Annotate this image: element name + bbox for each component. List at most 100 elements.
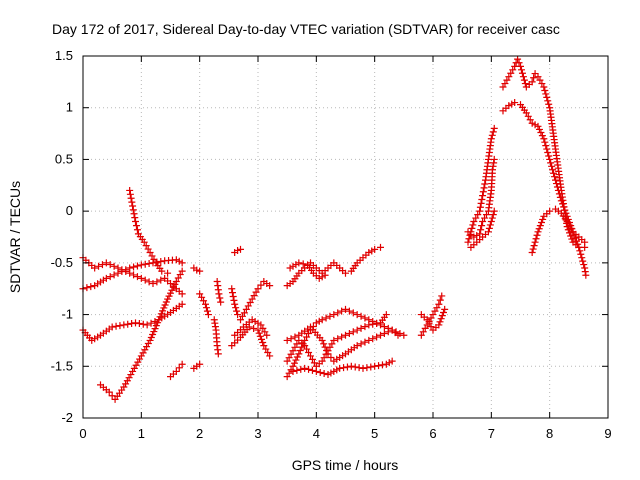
series-arc-27 [499,55,589,251]
data-point-trail [98,261,106,269]
data-point [552,176,559,184]
y-tick-label: 0.5 [55,151,73,166]
data-point-trail [136,355,144,363]
data-point-trail [542,90,550,98]
data-point [158,267,166,275]
data-point-trail [118,267,126,275]
data-point [582,271,590,279]
data-point-trail [515,59,523,67]
data-point-trail [373,333,381,341]
series-arc-04 [97,267,186,403]
data-point-trail [357,312,365,320]
data-point [353,326,361,334]
data-points [79,55,590,403]
data-point [336,364,344,372]
data-point-trail [299,340,307,348]
data-point [196,360,204,368]
data-point-trail [545,152,553,160]
data-point-trail [533,231,541,239]
data-point-trail [128,320,136,328]
series-arc-03 [79,300,186,344]
data-point-trail [132,222,140,230]
data-point [324,350,332,358]
data-point-trail [373,320,381,328]
data-point [132,217,139,225]
series-arc-25 [464,155,498,241]
data-point-trail [481,180,489,188]
data-point-trail [349,309,357,317]
data-point-trail [396,330,404,338]
data-point-trail [574,240,582,248]
data-point-trail [287,335,295,343]
x-tick-label: 1 [138,426,145,441]
data-point-trail [577,250,585,258]
data-point-trail [87,283,95,291]
data-point-trail [203,307,211,315]
series-arc-10 [210,316,222,358]
data-point [102,259,110,267]
data-point-trail [320,370,328,378]
data-point [359,364,367,372]
data-point-trail [321,343,329,351]
data-point-trail [150,328,158,336]
data-point-trail [232,304,240,312]
data-point [295,350,303,358]
data-point-trail [538,219,545,227]
series-arc-23 [417,305,449,334]
data-point-trail [326,312,334,320]
data-point [155,316,163,324]
data-point [377,331,384,339]
data-point-trail [116,322,124,330]
data-point [540,135,548,143]
data-point-trail [299,260,307,268]
data-point-trail [157,276,165,284]
data-point-trail [559,200,566,208]
series-arc-17 [283,311,390,370]
data-point [517,62,524,70]
data-point-trail [320,340,328,348]
data-point [237,245,244,253]
data-point [511,99,519,107]
data-point-trail [159,307,167,315]
data-point [342,331,349,339]
data-point [129,367,137,375]
data-point-trail [133,226,141,234]
data-point-trail [338,333,346,341]
data-point [172,367,180,375]
data-point [266,282,274,290]
data-point-trail [538,132,546,140]
data-point [476,207,484,215]
plot-frame [82,55,609,419]
data-point-trail [308,366,316,374]
data-point-trail [202,304,210,312]
data-point [330,311,338,319]
data-point [254,326,262,334]
data-point [143,321,151,329]
data-point-trail [518,69,526,77]
data-point-trail [357,324,365,332]
data-point-trail [552,180,560,188]
data-point-trail [369,320,377,328]
data-point-trail [488,214,496,222]
data-point-trail [489,211,497,219]
data-point-trail [378,361,386,369]
data-point-trail [351,363,359,371]
data-point [531,238,539,246]
data-point-trail [145,278,153,286]
data-point-trail [530,242,538,250]
data-point [435,321,443,329]
data-point-trail [128,198,136,206]
data-point [546,155,554,163]
data-point-trail [143,343,151,351]
data-point-trail [233,307,241,315]
data-point-trail [476,203,484,211]
data-point-trail [147,333,155,341]
data-point-trail [551,173,559,181]
data-point-trail [545,100,553,108]
series-arc-11 [213,277,225,306]
data-point-trail [555,190,563,198]
data-point-trail [338,307,346,315]
data-point-trail [135,320,143,328]
data-point [295,259,303,267]
data-point-trail [133,262,141,270]
